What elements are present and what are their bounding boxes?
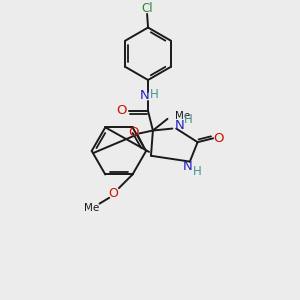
Text: H: H (184, 113, 192, 126)
Text: O: O (128, 126, 139, 139)
Text: Me: Me (175, 111, 190, 121)
Text: Me: Me (84, 202, 99, 212)
Text: Cl: Cl (141, 2, 153, 15)
Text: O: O (108, 188, 118, 200)
Text: H: H (193, 165, 202, 178)
Text: O: O (214, 132, 224, 145)
Text: N: N (174, 119, 184, 132)
Text: O: O (117, 103, 127, 117)
Text: N: N (139, 89, 149, 102)
Text: N: N (183, 160, 193, 173)
Text: H: H (149, 88, 158, 101)
